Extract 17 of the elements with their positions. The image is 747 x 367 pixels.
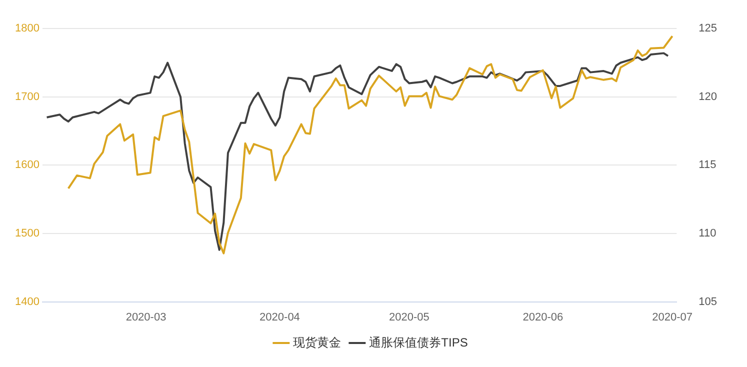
y2-tick-label: 105 [698, 296, 718, 308]
x-tick-label: 2020-06 [522, 311, 564, 324]
legend-label: 现货黄金 [293, 335, 342, 350]
y2-tick-label: 115 [698, 159, 716, 172]
y-tick-label: 1400 [14, 296, 40, 308]
y-tick-label: 1800 [14, 22, 40, 35]
x-tick-label: 2020-07 [652, 311, 693, 324]
y2-tick-label: 120 [698, 90, 718, 103]
x-tick-label: 2020-03 [126, 311, 166, 324]
x-tick-label: 2020-04 [260, 311, 300, 324]
y2-tick-label: 110 [698, 228, 716, 240]
y-tick-label: 1500 [14, 228, 40, 240]
y-tick-label: 1700 [14, 90, 40, 103]
y-tick-label: 1600 [14, 159, 40, 172]
y2-tick-label: 125 [698, 22, 718, 35]
x-tick-label: 2020-05 [388, 311, 430, 324]
legend-label: 通胀保值债券TIPS [369, 335, 468, 350]
